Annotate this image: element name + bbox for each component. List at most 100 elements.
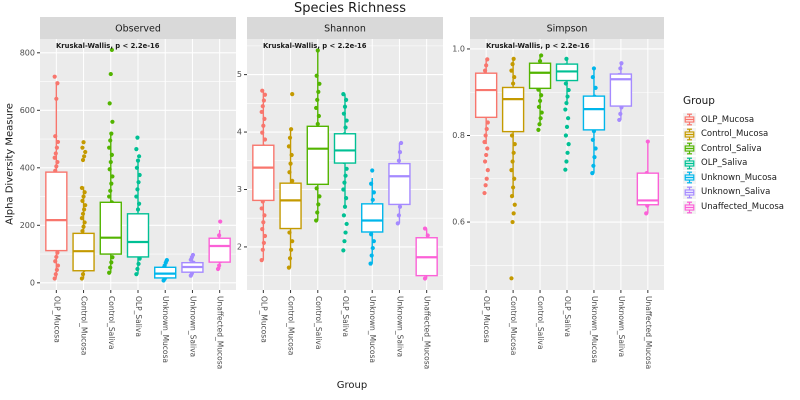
x-tick-label: Unknown_Mucosa [368, 296, 377, 363]
data-point [537, 122, 542, 127]
data-point [107, 101, 112, 106]
data-point [369, 181, 374, 186]
legend-item-label: Unaffected_Mucosa [701, 202, 785, 213]
data-point [565, 150, 570, 155]
kruskal-wallis-annotation: Kruskal-Wallis, p < 2.2e-16 [263, 42, 367, 50]
data-point [107, 270, 112, 275]
data-point [539, 53, 544, 58]
data-point [262, 92, 268, 97]
data-point [536, 104, 542, 110]
data-point [262, 116, 267, 121]
data-point [80, 211, 86, 216]
x-tick-label: OLP_Mucosa [52, 296, 61, 343]
facet-strip-label: Shannon [324, 24, 366, 35]
data-point [286, 265, 292, 270]
data-point [483, 183, 488, 188]
data-point [484, 126, 489, 132]
data-point [341, 248, 346, 253]
data-point [511, 56, 516, 62]
box [501, 86, 525, 133]
data-point [485, 168, 490, 173]
data-point [645, 139, 650, 144]
data-point [315, 121, 320, 127]
data-point [566, 142, 571, 147]
data-point [343, 173, 348, 178]
data-point [619, 61, 624, 66]
data-point [344, 97, 349, 102]
legend-item: Control_Mucosa [683, 127, 784, 141]
data-point [315, 210, 320, 215]
data-point [511, 81, 516, 86]
data-point [511, 150, 516, 155]
boxplot-olp_saliva [555, 56, 579, 172]
x-tick-label: Control_Saliva [107, 296, 116, 349]
x-tick-label: Control_Mucosa [509, 296, 518, 355]
data-point [484, 152, 489, 158]
data-point [342, 180, 347, 185]
box [609, 73, 633, 107]
data-point [82, 190, 87, 195]
data-point [314, 73, 319, 78]
data-point [341, 213, 346, 218]
data-point [134, 194, 139, 199]
data-point [262, 213, 267, 218]
data-point [218, 219, 223, 224]
data-point [314, 105, 319, 111]
data-point [590, 171, 595, 176]
x-tick-label: Unaffected_Mucosa [423, 296, 432, 369]
y-tick-label: 200 [20, 221, 35, 230]
legend-key [683, 156, 696, 170]
data-point [509, 168, 514, 173]
data-point [54, 164, 59, 169]
box [388, 162, 411, 206]
data-point [397, 204, 403, 209]
box [306, 125, 329, 186]
kruskal-wallis-annotation: Kruskal-Wallis, p < 2.2e-16 [486, 42, 590, 50]
data-point [369, 232, 374, 237]
x-tick-label: Unknown_Mucosa [590, 296, 599, 363]
data-point [566, 116, 571, 121]
data-point [80, 157, 86, 163]
data-point [509, 193, 515, 199]
boxplot-key-glyph [684, 142, 695, 155]
data-point [109, 152, 114, 157]
data-point [107, 167, 112, 172]
data-point [55, 139, 61, 145]
data-point [53, 272, 58, 277]
data-point [564, 56, 569, 62]
data-point [262, 137, 268, 142]
box [99, 201, 122, 255]
data-point [484, 63, 489, 68]
x-tick-label: OLP_Mucosa [259, 296, 268, 343]
data-point [511, 211, 516, 216]
data-point [343, 125, 348, 130]
data-point [52, 74, 57, 79]
data-point [80, 228, 85, 234]
data-point [317, 194, 322, 199]
x-tick-label: Unaffected_Mucosa [644, 296, 653, 369]
data-point [593, 85, 598, 91]
data-point [314, 186, 319, 191]
data-point [590, 137, 595, 142]
data-point [217, 263, 222, 268]
data-point [110, 119, 115, 124]
data-point [592, 155, 597, 160]
data-point [53, 151, 58, 156]
legend-item: Unknown_Mucosa [683, 171, 784, 185]
panel-observed: Observed 0 200 400 600 800 OLP_Mucosa Control_M… [20, 17, 236, 369]
legend-key [683, 142, 696, 156]
data-point [398, 140, 404, 146]
legend-key [683, 127, 696, 141]
data-point [344, 118, 349, 123]
data-point [341, 187, 346, 192]
data-point [261, 98, 266, 103]
data-point [80, 145, 85, 150]
boxplot-key-glyph [684, 128, 695, 140]
data-point [137, 201, 142, 206]
data-point [591, 163, 596, 168]
data-point [107, 145, 112, 150]
data-point [566, 87, 571, 93]
legend-item: Control_Saliva [683, 142, 784, 156]
boxplot-key-glyph [684, 113, 695, 126]
data-point [482, 190, 487, 196]
